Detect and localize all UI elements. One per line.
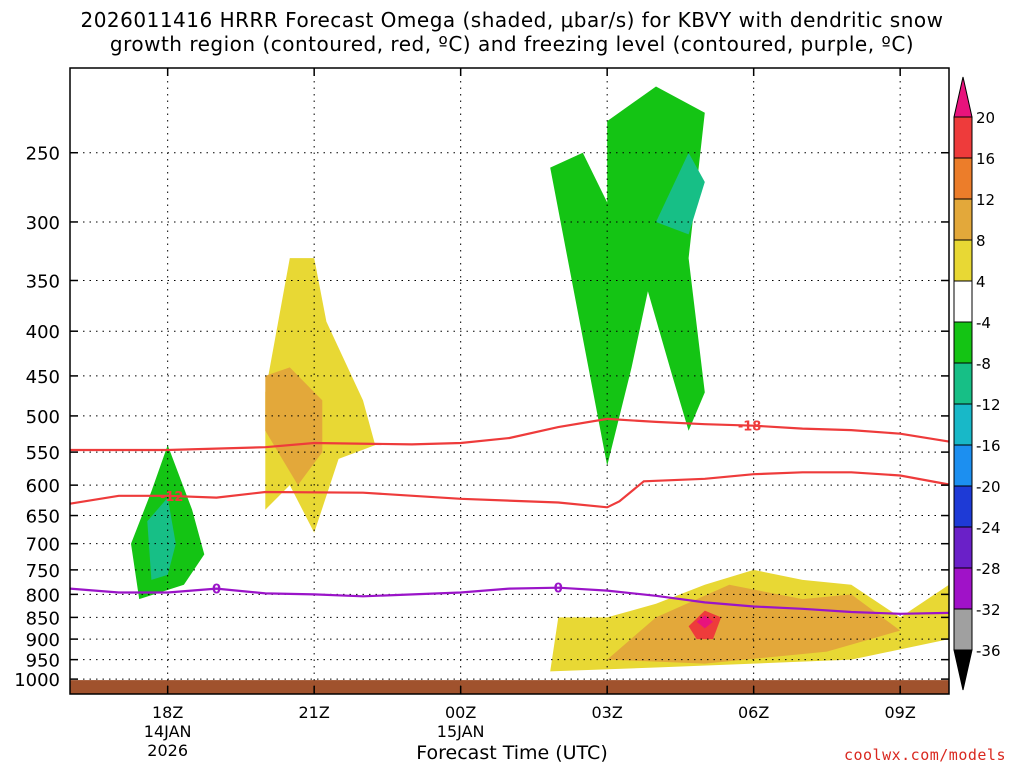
- colorbar-label: -20: [976, 478, 1001, 496]
- colorbar-label: -4: [976, 314, 991, 332]
- colorbar-label: -24: [976, 519, 1001, 537]
- y-tick-label: 250: [26, 144, 60, 165]
- colorbar-box: [953, 157, 973, 200]
- colorbar-box: [953, 444, 973, 487]
- y-axis: 2503003504004505005506006507007508008509…: [14, 144, 949, 691]
- y-tick-label: 500: [26, 407, 60, 428]
- y-tick-label: 800: [26, 585, 60, 606]
- x-tick-label: 14JAN: [144, 722, 192, 741]
- omega-shaded-regions: [131, 86, 949, 672]
- omega-region-3: [147, 497, 176, 580]
- y-tick-label: 900: [26, 630, 60, 651]
- y-tick-label: 700: [26, 535, 60, 556]
- contour-label: -12: [160, 490, 184, 505]
- contour-label: -18: [738, 420, 762, 435]
- y-tick-label: 650: [26, 507, 60, 528]
- y-tick-label: 600: [26, 476, 60, 497]
- x-tick-label: 06Z: [738, 703, 769, 722]
- colorbar-label: -8: [976, 355, 991, 373]
- colorbar-label: 12: [976, 191, 995, 209]
- omega-region-1: [265, 367, 323, 486]
- contour-line: [69, 586, 950, 615]
- credit-link[interactable]: coolwx.com/models: [843, 746, 1006, 764]
- y-tick-label: 400: [26, 322, 60, 343]
- colorbar-top-triangle: [953, 76, 973, 118]
- chart-title-line-1: 2026011416 HRRR Forecast Omega (shaded, …: [80, 8, 944, 32]
- colorbar-label: -36: [976, 642, 1001, 660]
- omega-region-9: [696, 615, 713, 629]
- colorbar-box: [953, 198, 973, 241]
- colorbar-legend: 20 16 12 8 4 -4 -8 -12 -16 -20 -24 -28 -32 -36: [953, 76, 1001, 691]
- colorbar-label: 16: [976, 150, 995, 168]
- plot-frame: [69, 67, 950, 695]
- colorbar-label: 4: [976, 273, 986, 291]
- colorbar-box: [953, 280, 973, 323]
- colorbar-label: -32: [976, 601, 1001, 619]
- colorbar-box: [953, 567, 973, 610]
- colorbar-label: -16: [976, 437, 1001, 455]
- grid-lines: [70, 68, 949, 694]
- temperature-contours: -18 -12 0 0: [69, 417, 950, 615]
- colorbar-bottom-triangle: [953, 649, 973, 691]
- omega-region-4: [550, 86, 705, 466]
- colorbar-label: 8: [976, 232, 986, 250]
- colorbar-box: [953, 362, 973, 405]
- omega-region-5: [656, 152, 705, 235]
- contour-label: 0: [212, 583, 221, 598]
- y-tick-label: 450: [26, 367, 60, 388]
- x-tick-label: 00Z: [445, 703, 476, 722]
- ground-terrain: [70, 680, 949, 694]
- y-tick-label: 950: [26, 651, 60, 672]
- colorbar-label: 20: [976, 109, 995, 127]
- x-tick-label: 21Z: [299, 703, 330, 722]
- x-tick-label: 15JAN: [437, 722, 485, 741]
- x-tick-label: 09Z: [885, 703, 916, 722]
- colorbar-box: [953, 485, 973, 528]
- y-tick-label: 750: [26, 561, 60, 582]
- colorbar-box: [953, 608, 973, 651]
- y-tick-label: 550: [26, 443, 60, 464]
- contour-label: 0: [554, 582, 563, 597]
- y-tick-label: 300: [26, 213, 60, 234]
- x-tick-label: 2026: [147, 741, 188, 760]
- y-tick-label: 350: [26, 271, 60, 292]
- colorbar-box: [953, 526, 973, 569]
- chart-title-line-2: growth region (contoured, red, ºC) and f…: [109, 32, 915, 56]
- colorbar-box: [953, 403, 973, 446]
- x-tick-label: 18Z: [152, 703, 183, 722]
- contour-line: [70, 417, 950, 452]
- colorbar-box: [953, 116, 973, 159]
- colorbar-box: [953, 321, 973, 364]
- y-tick-label: 1000: [14, 670, 60, 691]
- x-tick-label: 03Z: [592, 703, 623, 722]
- colorbar-label: -12: [976, 396, 1001, 414]
- x-axis-title: Forecast Time (UTC): [416, 742, 608, 764]
- colorbar-label: -28: [976, 560, 1001, 578]
- colorbar-box: [953, 239, 973, 282]
- omega-region-7: [607, 584, 901, 664]
- y-tick-label: 850: [26, 608, 60, 629]
- contour-line: [69, 471, 950, 509]
- ground-fill: [70, 680, 949, 694]
